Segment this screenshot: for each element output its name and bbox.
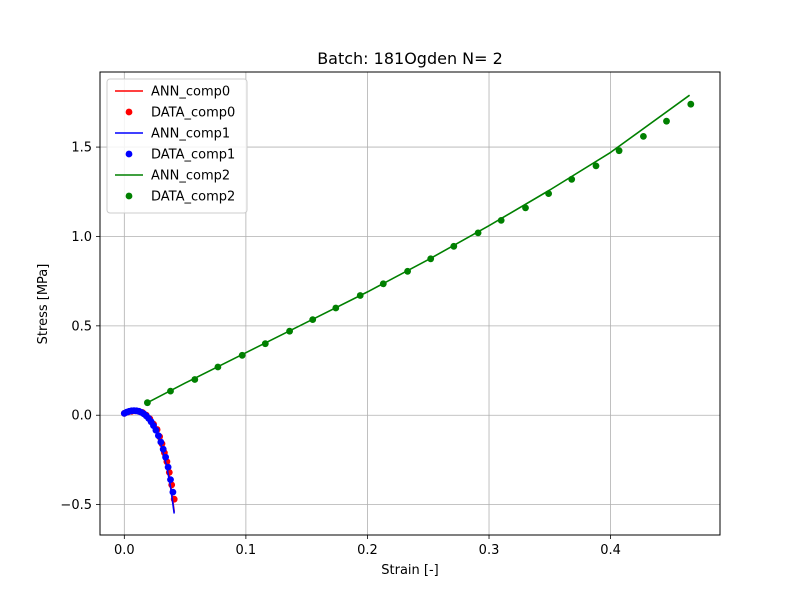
y-tick-label: 0.5 xyxy=(71,319,92,334)
series-data-comp2 xyxy=(144,100,695,407)
legend-marker-swatch xyxy=(125,108,133,116)
data-point xyxy=(167,476,174,483)
y-tick-label: 1.5 xyxy=(71,141,92,156)
data-point xyxy=(379,280,387,288)
x-tick-label: 0.0 xyxy=(114,543,135,558)
legend-label: ANN_comp0 xyxy=(151,85,230,100)
plot-data xyxy=(120,94,695,514)
legend-marker-swatch xyxy=(125,150,133,158)
plot-frame xyxy=(99,71,721,536)
y-tick-label: −0.5 xyxy=(60,498,92,513)
y-axis-label: Stress [MPa] xyxy=(36,264,51,345)
data-point xyxy=(450,242,458,250)
data-point xyxy=(427,255,435,263)
data-point xyxy=(152,426,160,434)
legend-label: ANN_comp1 xyxy=(151,127,230,142)
data-point xyxy=(214,363,222,371)
data-point xyxy=(238,351,246,359)
data-point xyxy=(356,292,364,299)
legend-marker-swatch xyxy=(125,192,133,200)
data-point xyxy=(164,463,172,471)
legend-label: DATA_comp1 xyxy=(151,148,235,163)
data-point xyxy=(404,267,411,275)
chart-title: Batch: 181Ogden N= 2 xyxy=(317,49,503,68)
data-point xyxy=(615,147,623,155)
data-point xyxy=(568,175,576,183)
data-point xyxy=(144,399,151,407)
data-point xyxy=(159,445,167,453)
data-point xyxy=(663,117,670,125)
x-tick-label: 0.4 xyxy=(600,543,621,558)
data-point xyxy=(640,133,647,140)
x-tick-label: 0.3 xyxy=(479,543,500,558)
legend: ANN_comp0 DATA_comp0 ANN_comp1 DATA_comp1 AN… xyxy=(106,78,248,214)
data-point xyxy=(522,204,529,212)
data-point xyxy=(497,217,505,224)
x-tick-label: 0.1 xyxy=(236,543,257,558)
data-point xyxy=(545,190,552,198)
data-point xyxy=(261,340,269,348)
y-tick-label: 0.0 xyxy=(71,409,92,424)
data-point xyxy=(167,387,174,395)
x-axis-label: Strain [-] xyxy=(381,563,438,578)
x-tick-label: 0.2 xyxy=(357,543,378,558)
data-point xyxy=(332,304,340,312)
legend-box xyxy=(106,78,248,214)
data-point xyxy=(309,316,317,323)
data-point xyxy=(169,488,177,496)
data-point xyxy=(157,438,165,446)
legend-label: DATA_comp2 xyxy=(151,190,235,205)
legend-label: ANN_comp2 xyxy=(151,169,230,184)
y-tick-label: 1.0 xyxy=(71,230,92,245)
legend-label: DATA_comp0 xyxy=(151,106,235,121)
data-point xyxy=(592,162,600,170)
data-point xyxy=(474,229,482,237)
data-point xyxy=(286,327,293,335)
data-point xyxy=(687,100,695,108)
data-point xyxy=(162,453,170,461)
axis-ticks: 0.0 0.1 0.2 0.3 0.4 −0.5 0.0 0.5 1.0 1.5 xyxy=(60,141,621,558)
series-data-comp1 xyxy=(120,407,177,496)
data-point xyxy=(191,376,199,383)
data-point xyxy=(155,432,162,439)
